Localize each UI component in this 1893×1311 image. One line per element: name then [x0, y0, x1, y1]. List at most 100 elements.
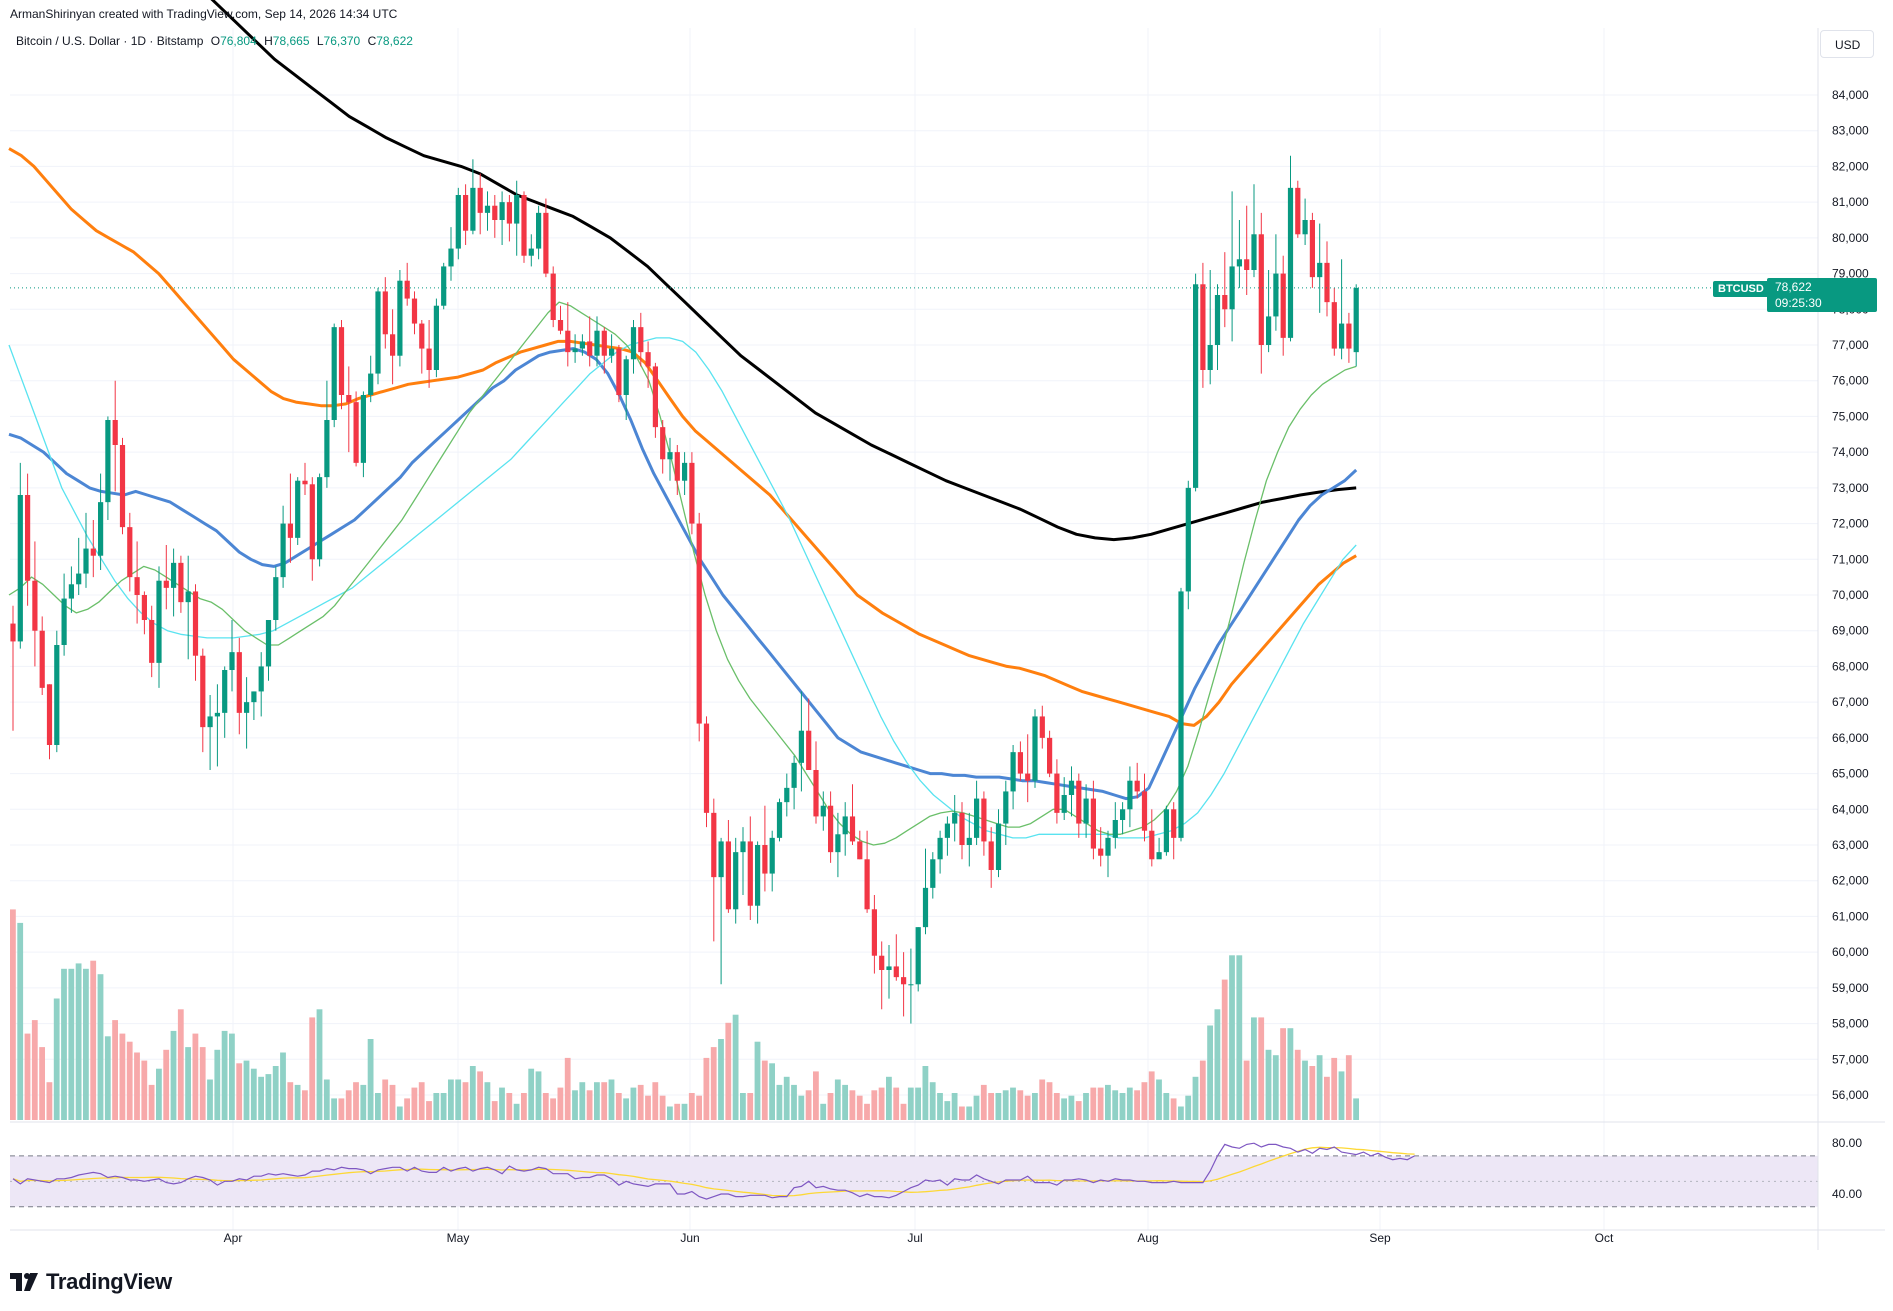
volume-bar	[345, 1090, 352, 1120]
price-tick-label: 66,000	[1832, 731, 1869, 745]
volume-bar	[637, 1084, 644, 1120]
volume-bar	[338, 1098, 345, 1120]
volume-bar	[542, 1093, 549, 1120]
price-tick-label: 83,000	[1832, 124, 1869, 138]
candle-body	[696, 523, 702, 724]
candle-body	[1003, 791, 1009, 824]
volume-bar	[433, 1093, 440, 1120]
high-label: H	[264, 34, 273, 48]
volume-bar	[688, 1093, 695, 1120]
volume-bar	[966, 1106, 973, 1120]
volume-bar	[90, 960, 97, 1120]
volume-bar	[83, 968, 89, 1120]
volume-bar	[112, 1020, 118, 1120]
candle-body	[1185, 487, 1191, 592]
candle-body	[200, 655, 206, 728]
candle-body	[718, 841, 724, 878]
last-price-tag: BTCUSD 78,622 09:25:30	[1713, 278, 1877, 312]
candle-body	[441, 266, 447, 306]
candle-body	[295, 480, 301, 538]
volume-bar	[1032, 1093, 1038, 1120]
candle-body	[17, 495, 23, 642]
price-tick-label: 60,000	[1832, 945, 1869, 959]
candle-body	[1112, 820, 1118, 838]
time-tick-label: Apr	[224, 1231, 243, 1245]
price-tick-label: 62,000	[1832, 874, 1869, 888]
volume-bar	[119, 1033, 126, 1120]
candle-body	[1309, 220, 1315, 278]
candle-body	[317, 477, 323, 560]
volume-bar	[980, 1084, 987, 1120]
tradingview-logo[interactable]: TradingView	[10, 1269, 172, 1295]
volume-bar	[1010, 1087, 1016, 1120]
volume-bar	[1112, 1090, 1119, 1120]
candle-body	[828, 805, 834, 853]
candle-body	[740, 841, 746, 853]
symbol-legend[interactable]: Bitcoin / U.S. Dollar · 1D · Bitstamp O7…	[16, 34, 413, 48]
volume-bar	[31, 1020, 38, 1120]
volume-bar	[360, 1084, 367, 1120]
candle-body	[360, 395, 366, 463]
attribution-text: ArmanShirinyan created with TradingView.…	[10, 7, 398, 21]
candle-body	[280, 523, 286, 578]
volume-bar	[827, 1093, 834, 1120]
candle-body	[1025, 773, 1031, 781]
volume-bar	[185, 1047, 191, 1120]
candle-body	[331, 327, 337, 420]
candle-body	[1331, 302, 1337, 349]
candle-body	[835, 834, 841, 853]
price-tick-label: 61,000	[1832, 909, 1869, 923]
volume-bar	[199, 1047, 206, 1120]
candle-body	[849, 816, 856, 842]
volume-bar	[418, 1082, 425, 1120]
volume-bar	[1294, 1049, 1301, 1120]
volume-bar	[24, 1033, 31, 1120]
price-tick-label: 69,000	[1832, 624, 1869, 638]
volume-bar	[834, 1079, 841, 1120]
candle-body	[1083, 798, 1089, 824]
candle-body	[1222, 295, 1228, 310]
volume-bar	[1280, 1028, 1286, 1120]
volume-bar	[1265, 1049, 1272, 1120]
volume-bar	[1243, 1060, 1250, 1120]
volume-bar	[170, 1030, 177, 1120]
price-tick-label: 71,000	[1832, 552, 1869, 566]
volume-bar	[499, 1087, 505, 1120]
volume-bar	[667, 1106, 673, 1120]
price-tick-label: 68,000	[1832, 659, 1869, 673]
candle-body	[1149, 830, 1155, 860]
volume-bar	[615, 1093, 622, 1120]
candle-body	[521, 195, 527, 256]
volume-bar	[375, 1093, 381, 1120]
volume-bar	[491, 1101, 498, 1120]
candle-body	[470, 187, 476, 231]
volume-bar	[265, 1074, 272, 1120]
volume-bar	[1199, 1060, 1206, 1120]
candle-body	[667, 452, 673, 460]
volume-bar	[521, 1093, 527, 1120]
candle-body	[1302, 220, 1308, 235]
candle-body	[185, 591, 191, 603]
volume-bar	[1053, 1093, 1060, 1120]
volume-bar	[1039, 1079, 1046, 1120]
time-tick-label: Jul	[907, 1231, 922, 1245]
candle-body	[623, 359, 629, 395]
volume-bar	[929, 1082, 936, 1120]
volume-bar	[922, 1066, 929, 1120]
candle-body	[711, 812, 717, 878]
price-tick-label: 76,000	[1832, 374, 1869, 388]
volume-bar	[1309, 1066, 1316, 1120]
volume-bar	[886, 1076, 892, 1120]
candle-body	[455, 195, 461, 249]
price-tick-label: 81,000	[1832, 195, 1869, 209]
volume-bar	[68, 968, 75, 1120]
candle-body	[609, 348, 615, 356]
currency-button[interactable]: USD	[1820, 30, 1874, 58]
candle-body	[557, 320, 564, 331]
volume-bar	[229, 1033, 235, 1120]
volume-bar	[236, 1063, 243, 1120]
candle-body	[112, 420, 118, 445]
candle-body	[725, 841, 731, 910]
candle-body	[901, 977, 907, 985]
